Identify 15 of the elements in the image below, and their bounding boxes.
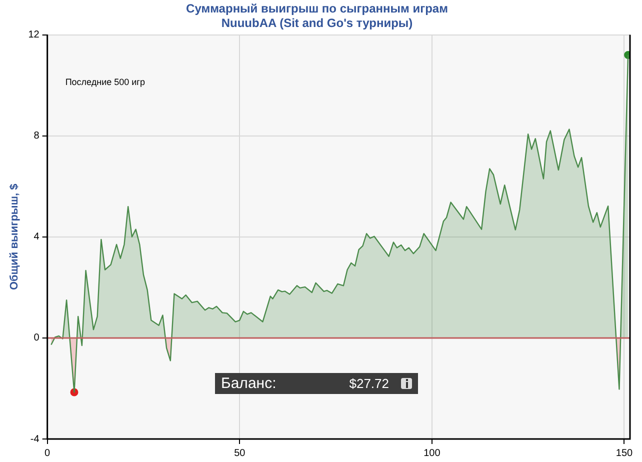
y-tick-label: -4 bbox=[30, 434, 40, 445]
chart-title: Суммарный выигрыш по сыгранным играм bbox=[186, 2, 448, 16]
y-tick-label: 8 bbox=[34, 130, 40, 142]
y-tick-label: 4 bbox=[34, 232, 40, 243]
annotation: $27.72 bbox=[349, 376, 389, 391]
annotation: Последние 500 игр bbox=[65, 76, 145, 87]
x-tick-label: 100 bbox=[424, 448, 441, 459]
x-tick-label: 50 bbox=[234, 448, 246, 459]
chart-subtitle: NuuubAA (Sit and Go's турниры) bbox=[221, 16, 413, 30]
y-axis-title: Общий выигрыш, $ bbox=[8, 184, 21, 290]
x-tick-label: 0 bbox=[44, 448, 51, 459]
y-tick-label: 0 bbox=[34, 332, 40, 344]
x-tick-label: 150 bbox=[616, 448, 634, 459]
y-tick-label: 12 bbox=[28, 30, 40, 41]
annotation: Баланс: bbox=[221, 375, 276, 392]
